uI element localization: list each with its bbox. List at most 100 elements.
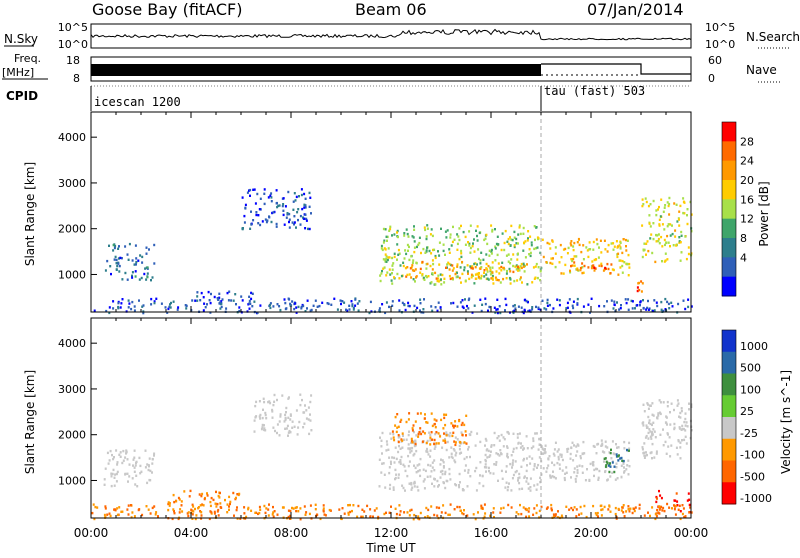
data-cell-3 <box>502 436 505 439</box>
data-cell-3 <box>386 271 389 274</box>
data-cell-9 <box>448 513 451 516</box>
data-cell-0 <box>139 464 142 468</box>
data-cell-6 <box>600 264 603 268</box>
data-cell-3 <box>482 484 485 488</box>
data-cell-9 <box>633 507 636 511</box>
data-cell-4 <box>467 272 469 275</box>
data-cell-4 <box>411 264 414 267</box>
data-cell-7 <box>688 408 690 411</box>
data-cell-4 <box>411 441 414 444</box>
data-cell-9 <box>306 299 309 302</box>
data-cell-5 <box>616 477 619 480</box>
data-cell-7 <box>647 407 650 410</box>
data-cell-0 <box>144 466 147 469</box>
data-cell-3 <box>500 469 503 473</box>
data-cell-3 <box>537 463 540 467</box>
data-cell-5 <box>601 442 604 445</box>
n-search-label: N.Search <box>746 30 800 44</box>
data-cell-9 <box>347 513 350 516</box>
data-cell-5 <box>558 261 561 264</box>
data-cell-8 <box>687 492 690 495</box>
data-cell-3 <box>476 239 479 242</box>
data-cell-5 <box>589 462 592 466</box>
data-cell-5 <box>574 480 577 483</box>
data-cell-7 <box>686 214 688 217</box>
data-cell-5 <box>562 248 565 251</box>
data-cell-2 <box>241 227 244 231</box>
data-cell-3 <box>512 450 515 453</box>
data-cell-3 <box>510 224 513 228</box>
data-cell-3 <box>471 245 474 248</box>
data-cell-4 <box>464 430 467 433</box>
data-cell-4 <box>452 426 455 429</box>
data-cell-0 <box>145 278 148 281</box>
data-cell-4 <box>483 269 486 272</box>
data-cell-4 <box>419 271 422 274</box>
data-cell-3 <box>511 238 514 242</box>
data-cell-3 <box>458 485 461 489</box>
data-cell-9 <box>96 506 99 509</box>
data-cell-3 <box>428 431 431 434</box>
data-cell-3 <box>420 251 422 255</box>
data-cell-1 <box>190 508 193 511</box>
data-cell-3 <box>443 281 446 284</box>
data-cell-3 <box>460 249 463 253</box>
data-cell-3 <box>518 226 521 229</box>
data-cell-9 <box>338 508 341 511</box>
data-cell-3 <box>491 266 494 269</box>
data-cell-5 <box>542 467 545 470</box>
data-cell-7 <box>660 235 663 239</box>
data-cell-3 <box>516 433 519 436</box>
data-cell-4 <box>495 278 498 281</box>
data-cell-5 <box>573 471 576 474</box>
data-cell-2 <box>258 208 261 211</box>
data-cell-3 <box>427 453 430 456</box>
data-cell-5 <box>575 454 578 457</box>
data-cell-9 <box>351 304 354 308</box>
data-cell-4 <box>448 262 451 266</box>
data-cell-3 <box>395 457 398 461</box>
data-cell-7 <box>655 452 658 455</box>
data-cell-2 <box>264 413 267 417</box>
data-cell-5 <box>544 444 547 447</box>
data-cell-0 <box>114 244 117 248</box>
data-cell-9 <box>583 504 586 508</box>
data-cell-9 <box>550 509 553 512</box>
data-cell-7 <box>675 203 678 206</box>
data-cell-2 <box>303 206 306 209</box>
data-cell-2 <box>309 413 311 416</box>
data-cell-9 <box>318 304 321 308</box>
data-cell-0 <box>145 246 148 249</box>
data-cell-5 <box>573 241 576 245</box>
data-cell-0 <box>124 245 127 248</box>
data-cell-7 <box>645 424 648 427</box>
data-cell-5 <box>625 238 627 242</box>
data-cell-3 <box>501 477 504 480</box>
data-cell-3 <box>410 441 413 445</box>
data-cell-2 <box>249 194 251 197</box>
data-cell-1 <box>192 505 195 508</box>
data-cell-9 <box>683 516 686 519</box>
data-cell-7 <box>666 201 669 204</box>
data-cell-5 <box>565 471 568 474</box>
data-cell-9 <box>351 303 354 306</box>
data-cell-3 <box>518 472 521 476</box>
data-cell-3 <box>505 481 508 484</box>
data-cell-3 <box>437 274 440 277</box>
data-cell-3 <box>431 259 434 262</box>
data-cell-5 <box>604 470 606 474</box>
data-cell-3 <box>399 447 402 450</box>
data-cell-4 <box>429 264 432 268</box>
freq-unit-label: [MHz] <box>2 66 34 79</box>
data-cell-9 <box>117 307 120 310</box>
data-cell-9 <box>523 298 526 302</box>
data-cell-9 <box>666 300 669 304</box>
data-cell-9 <box>545 308 548 311</box>
data-cell-3 <box>380 244 383 248</box>
data-cell-9 <box>285 307 288 310</box>
data-cell-3 <box>414 439 417 442</box>
data-cell-3 <box>423 226 426 229</box>
data-cell-3 <box>456 248 459 251</box>
data-cell-3 <box>413 240 416 243</box>
data-cell-9 <box>333 297 336 300</box>
